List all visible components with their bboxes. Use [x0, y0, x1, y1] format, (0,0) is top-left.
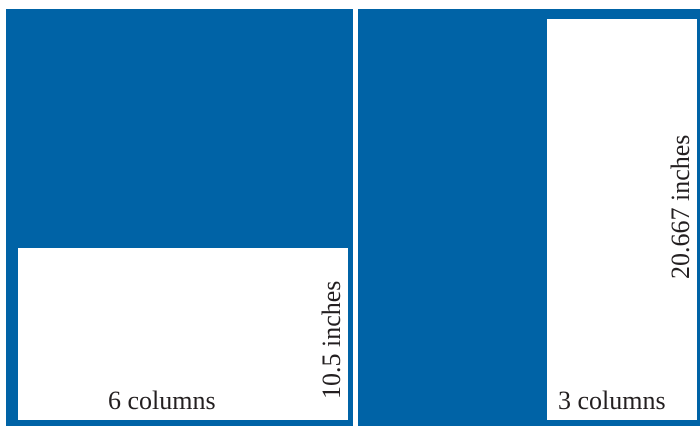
- right-width-label: 3 columns: [558, 386, 666, 415]
- right-ad-box: 3 columns 20.667 inches: [547, 19, 697, 420]
- right-panel-page: 3 columns 20.667 inches: [358, 9, 700, 426]
- left-width-label: 6 columns: [108, 386, 216, 415]
- right-height-label: 20.667 inches: [666, 134, 695, 279]
- left-ad-box: 6 columns 10.5 inches: [18, 248, 348, 420]
- left-panel-page: 6 columns 10.5 inches: [6, 9, 353, 426]
- left-height-label: 10.5 inches: [317, 280, 346, 399]
